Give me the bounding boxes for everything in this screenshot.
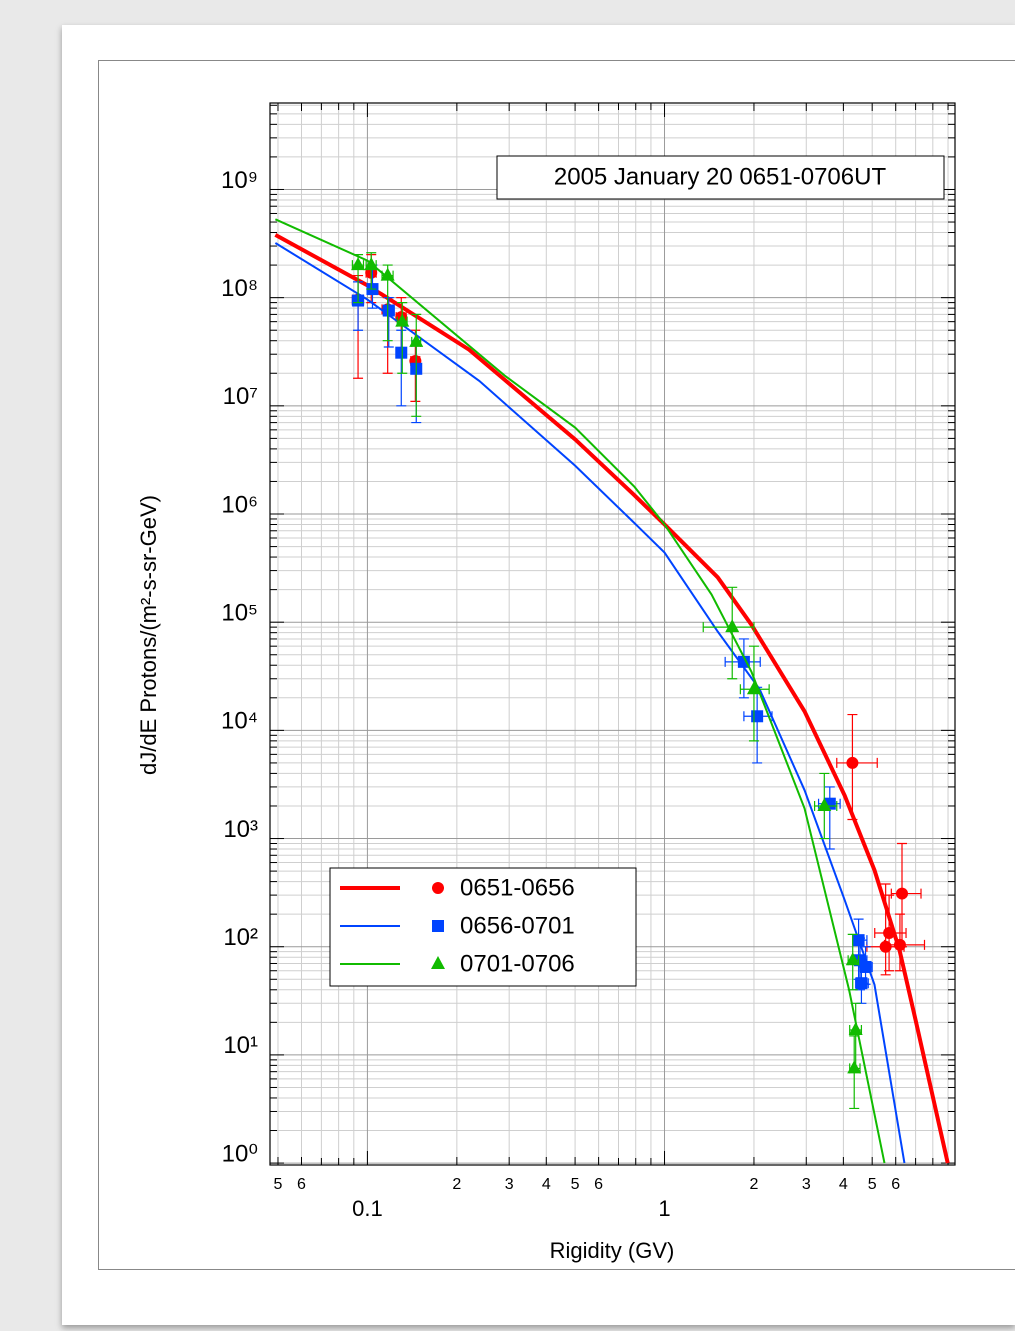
legend-marker [431,956,445,969]
series [274,233,950,1164]
y-error-bar [411,313,422,417]
y-tick-label: 10⁷ [223,383,258,410]
y-tick-label: 10⁸ [221,275,258,302]
marker [409,333,424,347]
y-error-bar [738,638,749,699]
legend-label: 0701-0706 [460,950,575,977]
x-tick-label: 6 [594,1176,603,1193]
y-error-bar [824,786,835,850]
marker [382,304,395,317]
y-tick-label: 10⁹ [221,167,258,194]
legend: 0651-0656 0656-0701 0701-0706 [329,867,637,987]
marker [817,797,832,811]
legend-marker [432,920,444,932]
marker [351,257,366,271]
marker [848,1021,863,1035]
y-error-bar [727,586,738,680]
legend-label: 0656-0701 [460,912,575,939]
marker [845,952,860,966]
y-tick-label: 10⁵ [221,600,258,627]
x-tick-label: 3 [802,1176,811,1193]
x-tick-label: 0.1 [352,1196,383,1221]
x-tick-label: 5 [571,1176,580,1193]
x-axis-label: Rigidity (GV) [550,1238,675,1263]
fit-line [274,218,886,1164]
y-tick-label: 10³ [223,816,258,843]
marker [751,710,764,723]
legend-label: 0651-0656 [460,874,575,901]
plot-frame [269,102,956,1166]
x-tick-label: 3 [505,1176,514,1193]
series [274,218,886,1164]
annotation: 2005 January 20 0651-0706UT [554,163,887,190]
x-tick-label: 6 [891,1176,900,1193]
annotation-box [496,155,945,200]
y-tick-label: 10⁶ [221,491,258,518]
marker [893,938,906,951]
y-axis-label: dJ/dE Protons/(m²-s-sr-GeV) [136,495,161,775]
marker [380,267,395,281]
marker [395,346,408,359]
marker [395,313,410,327]
marker [725,619,740,633]
marker [846,756,859,769]
x-tick-label: 5 [274,1176,283,1193]
x-tick-label: 6 [297,1176,306,1193]
marker [879,940,892,953]
marker [855,977,868,990]
fit-line [274,233,950,1164]
marker [364,257,379,271]
y-tick-label: 10² [223,924,258,951]
marker [883,926,896,939]
legend-marker [432,882,444,894]
x-tick-label: 4 [542,1176,551,1193]
series [274,242,906,1164]
y-tick-label: 10⁴ [221,708,258,735]
marker [852,934,865,947]
marker [847,1060,862,1074]
x-tick-label: 2 [452,1176,461,1193]
x-tick-label: 4 [839,1176,848,1193]
marker [746,681,761,695]
y-error-bar [396,329,407,407]
x-tick-label: 2 [750,1176,759,1193]
y-tick-label: 10¹ [223,1032,258,1059]
marker [896,887,909,900]
x-tick-label: 1 [658,1196,670,1221]
marker [859,960,872,973]
x-tick-label: 5 [868,1176,877,1193]
frame [98,60,1015,1270]
y-tick-label: 10⁰ [222,1140,258,1167]
fit-line [274,242,906,1164]
